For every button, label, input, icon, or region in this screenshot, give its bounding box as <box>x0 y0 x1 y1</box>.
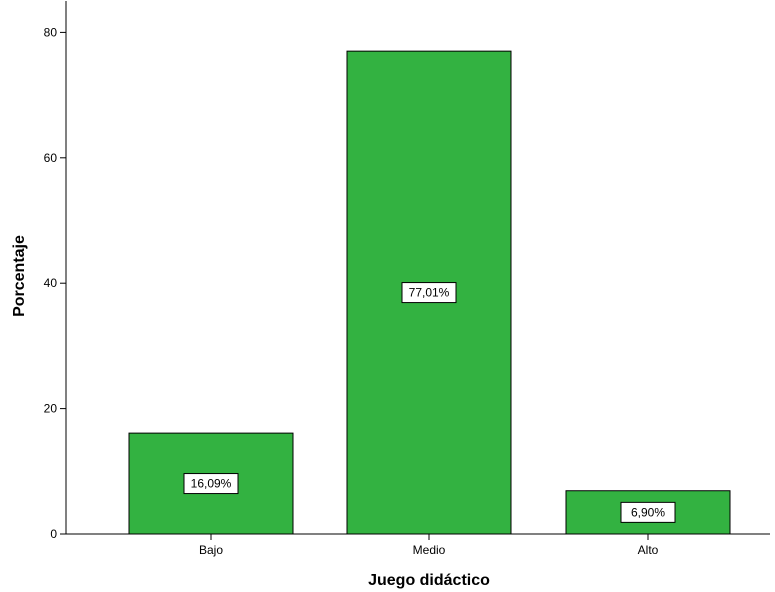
data-label-box <box>620 501 676 523</box>
y-tick-label: 60 <box>44 151 58 165</box>
data-label-box <box>401 282 457 304</box>
y-axis-title: Porcentaje <box>11 235 28 317</box>
x-axis-ticks: Bajo Medio Alto <box>199 534 659 557</box>
x-tick-label: Bajo <box>199 543 223 557</box>
x-axis-title: Juego didáctico <box>368 572 490 589</box>
y-tick-label: 20 <box>44 402 58 416</box>
data-label: 6,90% <box>631 505 665 519</box>
y-tick-label: 40 <box>44 276 58 290</box>
data-label-box <box>183 473 239 495</box>
x-tick-label: Medio <box>413 543 446 557</box>
x-tick-label: Alto <box>638 543 659 557</box>
y-tick-label: 80 <box>44 25 58 39</box>
y-tick-label: 0 <box>50 527 57 541</box>
data-label: 77,01% <box>409 286 450 300</box>
y-axis-ticks: 0 20 40 60 80 <box>44 25 66 541</box>
data-labels: 16,09% 77,01% 6,90% <box>183 282 676 523</box>
bars <box>128 50 731 535</box>
data-label: 16,09% <box>191 477 232 491</box>
